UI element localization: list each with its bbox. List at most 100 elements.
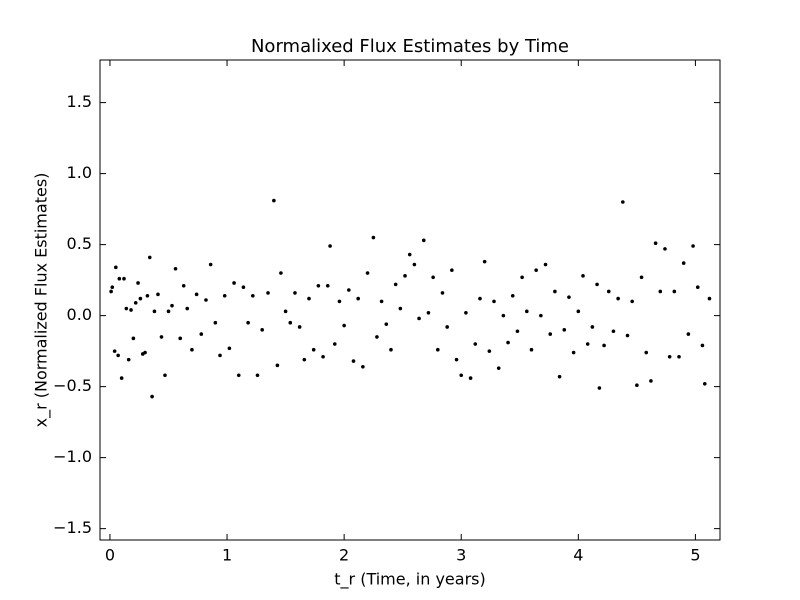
point [492,299,496,304]
point [328,244,332,248]
point [117,276,122,281]
point [325,283,330,288]
point [407,252,412,257]
point [365,271,370,275]
point [707,296,712,301]
point [639,275,644,280]
point [431,275,435,280]
point [548,332,553,336]
point [293,291,297,295]
point [133,301,138,305]
point [426,310,431,315]
point [337,299,342,304]
point [361,364,365,369]
y-tick-label: −1.5 [53,518,92,537]
point [272,198,276,203]
point [236,373,241,378]
point [450,268,454,272]
point [152,309,157,314]
point [122,276,126,281]
point [307,296,311,301]
point [316,283,321,288]
point [649,379,653,383]
point [571,350,576,355]
point [595,282,599,287]
point [351,359,356,363]
y-tick-label: 1.0 [67,163,92,182]
point [625,333,630,338]
point [150,394,154,399]
point [590,325,595,329]
y-tick-label: 0.5 [67,234,92,253]
point [279,271,283,275]
x-tick-label: 1 [222,546,232,565]
point [403,274,407,278]
point [487,349,492,353]
point [496,366,501,370]
point [621,200,625,204]
plot-frame [99,59,721,541]
point [129,308,133,312]
point [681,261,686,265]
point [529,347,534,352]
point [251,293,255,298]
point [275,363,280,368]
point [653,241,658,245]
point [109,289,113,294]
point [635,383,639,388]
point [194,292,199,297]
x-tick-label: 5 [690,546,700,565]
point [695,285,700,290]
point [185,306,190,311]
y-tick-label: −1.0 [53,447,92,466]
point [241,285,246,290]
point [686,332,691,336]
point [112,349,117,353]
point [371,235,376,240]
point [543,262,548,267]
point [302,357,307,362]
point [567,295,571,299]
point [436,347,440,352]
point [342,323,346,328]
point [218,353,222,358]
point [459,373,464,378]
point [384,322,389,326]
point [644,350,649,355]
point [515,329,520,334]
point [611,329,616,334]
point [266,291,270,295]
point [222,293,227,298]
point [181,283,186,288]
point [347,288,351,292]
point [178,336,183,341]
x-tick-label: 3 [456,546,466,565]
point [114,265,118,270]
point [288,320,293,325]
point [190,347,194,352]
point [393,282,398,287]
point [246,320,250,325]
point [170,303,174,308]
point [417,316,421,321]
point [445,325,449,329]
x-tick-label: 4 [573,546,583,565]
point [691,244,695,248]
point [156,292,160,297]
y-axis-label: x_r (Normalized Flux Estimates) [32,173,52,428]
point [147,255,152,260]
point [356,296,360,301]
point [208,262,213,267]
point [159,335,164,339]
point [116,353,120,358]
point [585,342,590,346]
point [332,342,337,346]
point [145,293,150,298]
point [199,332,204,336]
point [658,289,663,294]
chart-title: Normalixed Flux Estimates by Time [251,36,569,57]
point [501,313,506,318]
point [630,299,634,304]
point [255,373,260,378]
